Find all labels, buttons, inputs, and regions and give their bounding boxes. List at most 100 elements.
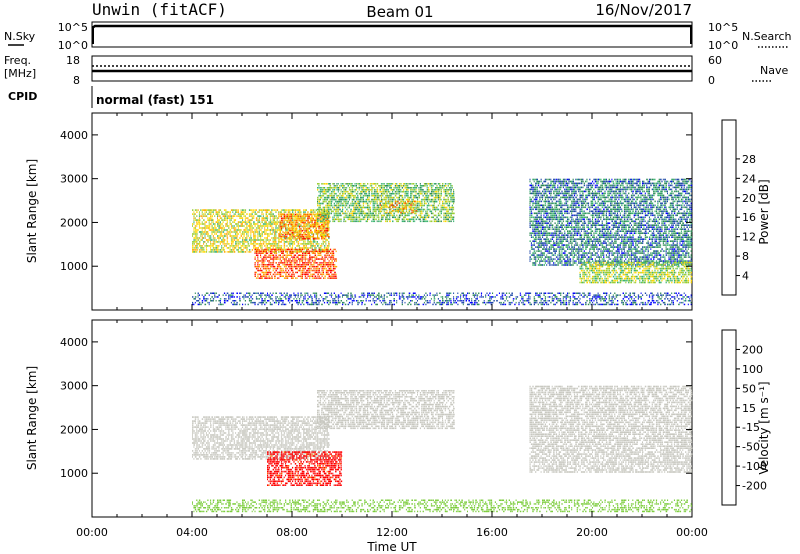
echo-cell [314, 241, 315, 243]
echo-cell [425, 203, 426, 205]
echo-cell [548, 205, 549, 207]
echo-cell [284, 260, 285, 262]
echo-cell [566, 205, 567, 207]
echo-cell [276, 270, 277, 272]
echo-cell [384, 206, 385, 208]
echo-cell [538, 226, 539, 228]
echo-cell [271, 262, 272, 264]
echo-cell [262, 249, 263, 251]
echo-cell [568, 256, 569, 258]
echo-cell [213, 223, 215, 225]
echo-cell [563, 197, 565, 199]
echo-cell [541, 240, 543, 242]
echo-cell [287, 262, 289, 264]
echo-cell [417, 201, 418, 203]
echo-cell [434, 221, 435, 223]
echo-cell [381, 197, 382, 199]
echo-cell [564, 211, 566, 213]
echo-cell [411, 187, 412, 189]
echo-cell [313, 256, 315, 258]
echo-cell [307, 247, 308, 249]
echo-cell [303, 211, 304, 213]
echo-cell [290, 260, 291, 262]
echo-cell [399, 199, 400, 201]
echo-cell [314, 211, 315, 213]
echo-cell [442, 203, 443, 205]
echo-cell [298, 216, 299, 218]
echo-cell [292, 222, 293, 224]
echo-cell [305, 274, 307, 276]
echo-cell [276, 253, 278, 255]
echo-cell [334, 193, 335, 195]
echo-cell [341, 199, 343, 201]
echo-cell [320, 203, 321, 205]
echo-cell [560, 221, 561, 223]
echo-cell [388, 215, 390, 217]
echo-cell [545, 205, 546, 207]
echo-cell [329, 264, 331, 266]
echo-cell [319, 255, 321, 257]
echo-cell [548, 250, 549, 252]
echo-cell [230, 229, 232, 231]
echo-cell [534, 234, 535, 236]
echo-cell [453, 193, 454, 195]
echo-cell [346, 215, 347, 217]
echo-cell [414, 189, 415, 191]
echo-cell [561, 217, 562, 219]
echo-cell [534, 203, 535, 205]
echo-cell [303, 256, 304, 258]
echo-cell [317, 197, 319, 199]
echo-cell [263, 262, 265, 264]
echo-cell [542, 211, 543, 213]
echo-cell [549, 209, 551, 211]
echo-cell [530, 217, 531, 219]
echo-cell [367, 183, 368, 185]
echo-cell [295, 249, 296, 251]
echo-cell [561, 183, 562, 185]
echo-cell [545, 238, 546, 240]
echo-cell [281, 256, 283, 258]
echo-cell [550, 207, 551, 209]
echo-cell [298, 270, 300, 272]
echo-cell [295, 211, 296, 213]
echo-cell [216, 239, 217, 241]
echo-cell [545, 230, 546, 232]
echo-cell [209, 251, 210, 253]
echo-cell [200, 223, 201, 225]
echo-cell [388, 207, 390, 209]
echo-cell [316, 213, 317, 215]
echo-cell [452, 199, 453, 201]
echo-cell [546, 232, 547, 234]
echo-cell [309, 255, 311, 257]
echo-cell [553, 191, 554, 193]
echo-cell [206, 231, 208, 233]
echo-cell [531, 183, 532, 185]
echo-cell [325, 247, 327, 249]
echo-cell [225, 229, 227, 231]
echo-cell [228, 251, 229, 253]
echo-cell [211, 245, 213, 247]
echo-cell [302, 270, 303, 272]
echo-cell [241, 241, 242, 243]
echo-cell [538, 238, 539, 240]
echo-cell [439, 215, 440, 217]
echo-cell [439, 203, 440, 205]
echo-cell [539, 260, 540, 262]
echo-cell [205, 235, 206, 237]
echo-cell [557, 217, 558, 219]
echo-cell [316, 249, 317, 251]
echo-cell [414, 213, 416, 215]
echo-cell [550, 238, 551, 240]
echo-cell [435, 215, 436, 217]
echo-cell [196, 231, 197, 233]
echo-cell [559, 222, 560, 224]
echo-cell [552, 211, 553, 213]
echo-cell [359, 217, 361, 219]
echo-cell [336, 217, 337, 219]
echo-cell [220, 251, 221, 253]
echo-cell [274, 249, 276, 251]
echo-cell [303, 270, 304, 272]
echo-cell [221, 235, 222, 237]
echo-cell [213, 239, 214, 241]
echo-cell [264, 260, 265, 262]
